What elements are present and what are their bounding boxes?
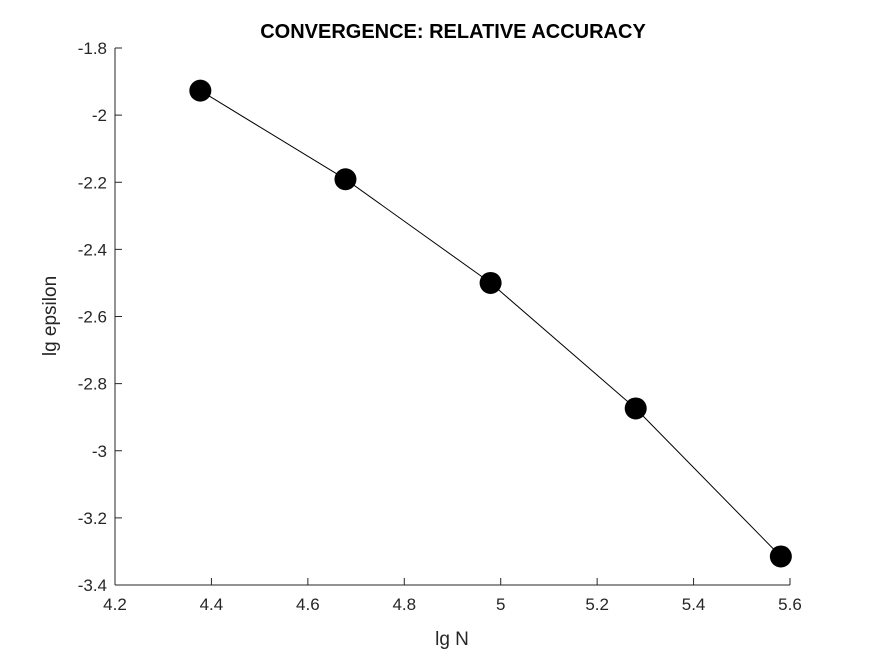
- y-ticks: -1.8 -2 -2.2 -2.4 -2.6 -2.8 -3 -3.2 -3.4: [78, 39, 122, 595]
- x-tick-label: 5.2: [585, 595, 609, 614]
- x-tick-label: 4.8: [392, 595, 416, 614]
- data-point: [769, 545, 792, 568]
- x-tick-label: 4.4: [200, 595, 224, 614]
- y-tick-label: -2.2: [78, 173, 107, 192]
- y-tick-label: -2.4: [78, 240, 107, 259]
- series-line: [200, 90, 782, 557]
- y-tick-label: -3.2: [78, 509, 107, 528]
- x-tick-label: 4.2: [103, 595, 127, 614]
- data-point: [624, 397, 647, 420]
- x-axis-label: lg N: [435, 629, 469, 650]
- y-tick-label: -3: [92, 442, 107, 461]
- x-tick-label: 4.6: [296, 595, 320, 614]
- data-point: [479, 271, 502, 294]
- x-tick-label: 5.6: [778, 595, 802, 614]
- chart-title: CONVERGENCE: RELATIVE ACCURACY: [260, 21, 646, 43]
- x-tick-label: 5.4: [682, 595, 706, 614]
- y-tick-label: -3.4: [78, 576, 107, 595]
- y-axis-label: lg epsilon: [40, 276, 61, 356]
- data-point: [189, 79, 212, 102]
- data-point: [334, 168, 357, 191]
- series-layer: [189, 79, 792, 568]
- y-tick-label: -2: [92, 106, 107, 125]
- y-tick-label: -2.8: [78, 375, 107, 394]
- y-tick-label: -1.8: [78, 39, 107, 58]
- x-ticks: 4.2 4.4 4.6 4.8 5 5.2 5.4 5.6: [103, 578, 802, 614]
- y-tick-label: -2.6: [78, 308, 107, 327]
- x-tick-label: 5: [496, 595, 505, 614]
